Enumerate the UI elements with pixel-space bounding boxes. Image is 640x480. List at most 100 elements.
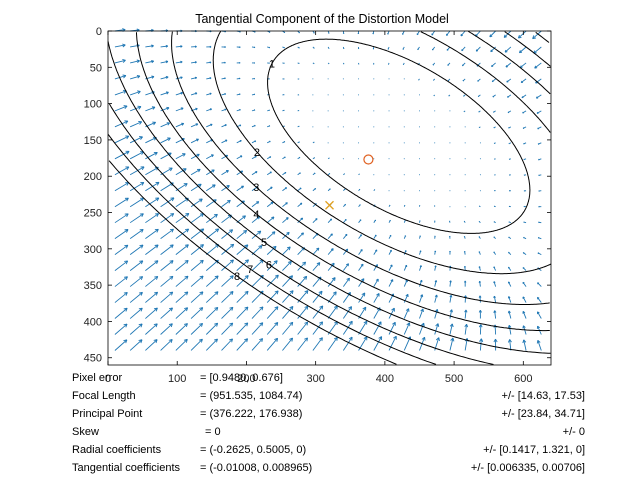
field-arrow-head: [419, 250, 422, 252]
info-value: = (951.535, 1084.74): [200, 390, 303, 402]
field-arrow-head: [253, 46, 256, 48]
field-arrow: [129, 121, 143, 128]
field-arrow-head: [186, 276, 189, 280]
field-arrow: [517, 30, 527, 39]
field-arrow: [464, 174, 466, 176]
field-arrow: [508, 205, 511, 208]
field-arrow: [145, 339, 158, 351]
field-arrow-head: [389, 234, 392, 237]
field-arrow-shaft: [373, 321, 382, 335]
field-arrow-head: [126, 197, 129, 202]
field-arrow-shaft: [175, 153, 186, 160]
field-arrow: [342, 110, 344, 112]
field-arrow: [312, 337, 323, 351]
field-arrow-shaft: [190, 338, 203, 351]
field-arrow-head: [200, 228, 204, 230]
field-arrow: [282, 187, 288, 192]
field-arrow-head: [199, 307, 203, 309]
field-arrow-shaft: [175, 61, 183, 64]
field-arrow-shaft: [236, 200, 245, 208]
field-arrow-shaft: [160, 61, 168, 64]
field-arrow-shaft: [388, 335, 397, 351]
field-arrow: [190, 61, 197, 64]
field-arrow-head: [345, 263, 349, 266]
info-key: Pixel error: [72, 372, 123, 384]
field-arrow-head: [460, 34, 463, 37]
field-arrow: [114, 59, 126, 64]
field-arrow-head: [330, 233, 333, 235]
field-arrow: [493, 310, 497, 319]
field-arrow: [114, 213, 129, 224]
field-arrow: [403, 190, 405, 192]
field-arrow-shaft: [206, 139, 213, 144]
field-arrow-head: [201, 291, 204, 296]
field-arrow-head: [199, 244, 204, 246]
field-arrow-head: [213, 184, 216, 188]
field-arrow-head: [216, 338, 218, 343]
field-arrow-shaft: [388, 279, 394, 287]
field-arrow: [373, 234, 377, 239]
field-arrow: [114, 339, 128, 351]
field-arrow: [418, 158, 420, 160]
field-arrow: [221, 291, 234, 303]
field-arrow-shaft: [251, 171, 258, 176]
field-arrow-head: [452, 337, 455, 342]
field-arrow-shaft: [505, 62, 512, 68]
field-arrow-shaft: [327, 321, 338, 335]
field-arrow: [312, 46, 315, 49]
field-arrow-shaft: [522, 311, 527, 319]
field-arrow-head: [214, 338, 218, 341]
field-arrow-shaft: [190, 77, 197, 80]
field-arrow-shaft: [236, 290, 249, 303]
field-arrow: [236, 140, 242, 144]
field-arrow: [418, 142, 420, 144]
field-arrow-head: [140, 307, 143, 312]
field-arrow-head: [532, 35, 535, 39]
field-arrow-head: [285, 217, 289, 219]
field-arrow: [342, 78, 344, 80]
field-arrow-head: [363, 336, 368, 339]
field-arrow-shaft: [508, 325, 512, 335]
field-arrow: [114, 166, 130, 176]
field-arrow: [474, 30, 481, 37]
field-arrow: [478, 266, 481, 271]
contour-label: 8: [234, 271, 240, 283]
field-arrow-shaft: [175, 307, 188, 319]
field-arrow: [251, 171, 258, 176]
field-arrow: [419, 250, 422, 255]
field-arrow: [477, 78, 481, 82]
field-arrow-shaft: [190, 183, 202, 192]
field-arrow: [190, 153, 200, 160]
field-arrow: [373, 321, 382, 335]
contour-label: 3: [253, 182, 259, 194]
field-arrow: [221, 46, 226, 49]
field-arrow-shaft: [160, 107, 170, 112]
field-arrow: [282, 260, 292, 271]
field-arrow: [221, 275, 234, 287]
field-arrow-head: [169, 244, 174, 246]
field-arrow: [489, 30, 496, 38]
field-arrow: [536, 110, 542, 114]
field-arrow: [282, 337, 294, 351]
field-arrow: [129, 182, 145, 192]
field-arrow-shaft: [534, 62, 542, 69]
field-arrow-shaft: [114, 229, 129, 240]
field-arrow-head: [435, 308, 438, 312]
field-arrow-shaft: [297, 261, 306, 271]
field-arrow-head: [507, 325, 510, 329]
info-row-pixel-error: Pixel error = [0.9480, 0.676]: [0, 372, 640, 390]
field-arrow: [129, 166, 145, 176]
field-arrow-head: [125, 260, 129, 265]
field-arrow: [532, 30, 542, 40]
field-arrow: [145, 260, 159, 271]
contour-line: [108, 160, 397, 365]
field-arrow-head: [246, 259, 249, 264]
field-arrow: [327, 30, 330, 34]
field-arrow-shaft: [190, 275, 204, 287]
field-arrow-shaft: [494, 310, 497, 319]
field-arrow-head: [493, 310, 496, 313]
info-key: Principal Point: [72, 408, 143, 420]
field-arrow-shaft: [205, 307, 219, 319]
field-arrow-head: [171, 244, 174, 249]
field-arrow: [373, 264, 378, 271]
